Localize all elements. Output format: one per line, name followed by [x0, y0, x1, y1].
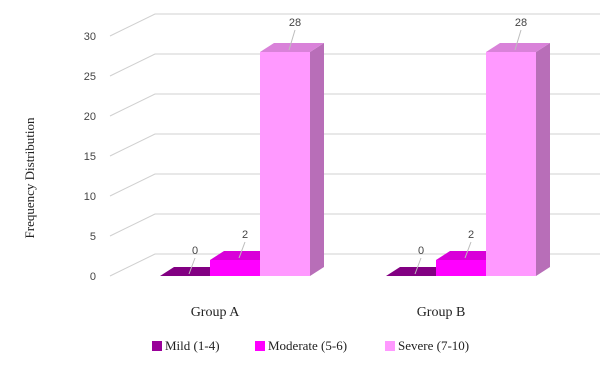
data-label: 2 [468, 229, 474, 241]
category-label: Group A [191, 305, 241, 320]
y-axis-label: Frequency Distribution [22, 117, 37, 238]
y-tick-label: 25 [84, 71, 96, 83]
y-tick-label: 20 [84, 111, 96, 123]
data-label: 28 [515, 17, 527, 29]
y-tick-label: 15 [84, 151, 96, 163]
bar-front [260, 52, 310, 276]
legend-label: Moderate (5-6) [268, 338, 347, 353]
bar-front [210, 260, 260, 276]
bars: 0 2 28 0 2 28 [160, 17, 550, 276]
bar-front [436, 260, 486, 276]
bar-side [310, 43, 324, 276]
y-tick-label: 0 [90, 271, 96, 283]
legend-swatch [152, 341, 162, 351]
x-axis-categories: Group A Group B [191, 305, 466, 320]
bar-front [486, 52, 536, 276]
legend-label: Mild (1-4) [165, 338, 220, 353]
bar [260, 43, 324, 276]
category-label: Group B [417, 305, 466, 320]
y-tick-label: 30 [84, 31, 96, 43]
legend-label: Severe (7-10) [398, 338, 469, 353]
data-label: 0 [192, 245, 198, 257]
y-tick-label: 10 [84, 191, 96, 203]
y-axis-ticks: 0 5 10 15 20 25 30 [84, 31, 96, 283]
legend-swatch [255, 341, 265, 351]
legend: Mild (1-4) Moderate (5-6) Severe (7-10) [152, 338, 469, 353]
data-label: 0 [418, 245, 424, 257]
bar [486, 43, 550, 276]
data-label: 28 [289, 17, 301, 29]
legend-swatch [385, 341, 395, 351]
y-tick-label: 5 [90, 231, 96, 243]
bar-side [536, 43, 550, 276]
data-label: 2 [242, 229, 248, 241]
